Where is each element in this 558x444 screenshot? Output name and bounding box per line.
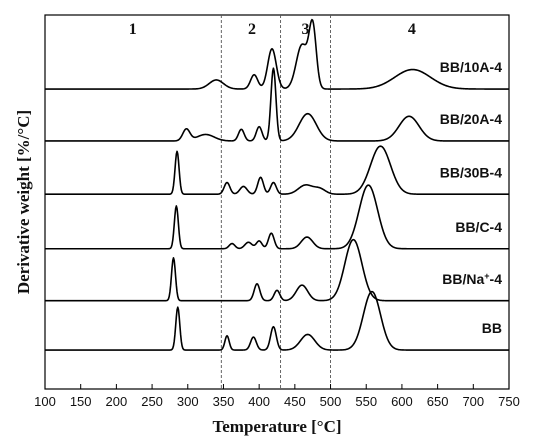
reference-lines <box>220 15 331 389</box>
y-axis-title: Derivative weight [%/°C] <box>14 110 33 294</box>
region-label: 3 <box>302 21 310 38</box>
x-tick-label: 350 <box>213 394 235 409</box>
series-line <box>44 67 510 142</box>
plot-area-border <box>44 14 510 390</box>
series-label: BB/10A-4 <box>440 59 502 75</box>
series-line <box>44 184 510 250</box>
series-label: BB/Na+-4 <box>442 271 502 287</box>
series-line <box>44 290 510 351</box>
x-tick-label: 100 <box>34 394 56 409</box>
series-label: BB <box>482 320 502 336</box>
x-axis: 100 150 200 250 300 350 400 450 500 550 600 650 700 7… <box>34 384 520 409</box>
x-tick-label: 150 <box>70 394 92 409</box>
series-line <box>44 238 510 302</box>
region-label: 1 <box>129 21 137 38</box>
series-label: BB/20A-4 <box>440 111 502 127</box>
x-tick-label: 250 <box>141 394 163 409</box>
series-group <box>44 18 510 351</box>
x-tick-label: 400 <box>248 394 270 409</box>
x-tick-label: 450 <box>284 394 306 409</box>
series-line <box>44 145 510 196</box>
series-line <box>44 18 510 90</box>
series-labels: BB/10A-4 BB/20A-4 BB/30B-4 BB/C-4 BB/Na+-4 BB <box>440 59 502 336</box>
x-tick-label: 550 <box>355 394 377 409</box>
x-tick-label: 650 <box>427 394 449 409</box>
series-label: BB/C-4 <box>455 219 502 235</box>
region-label: 2 <box>248 21 256 38</box>
x-tick-label: 750 <box>498 394 520 409</box>
x-axis-title: Temperature [°C] <box>212 417 341 436</box>
x-tick-label: 300 <box>177 394 199 409</box>
x-tick-label: 500 <box>320 394 342 409</box>
x-tick-label: 700 <box>462 394 484 409</box>
x-tick-label: 200 <box>106 394 128 409</box>
region-label: 4 <box>408 21 416 38</box>
region-labels: 1 2 3 4 <box>129 21 416 38</box>
plot-frame <box>44 14 510 390</box>
x-tick-label: 600 <box>391 394 413 409</box>
series-label: BB/30B-4 <box>440 164 502 180</box>
